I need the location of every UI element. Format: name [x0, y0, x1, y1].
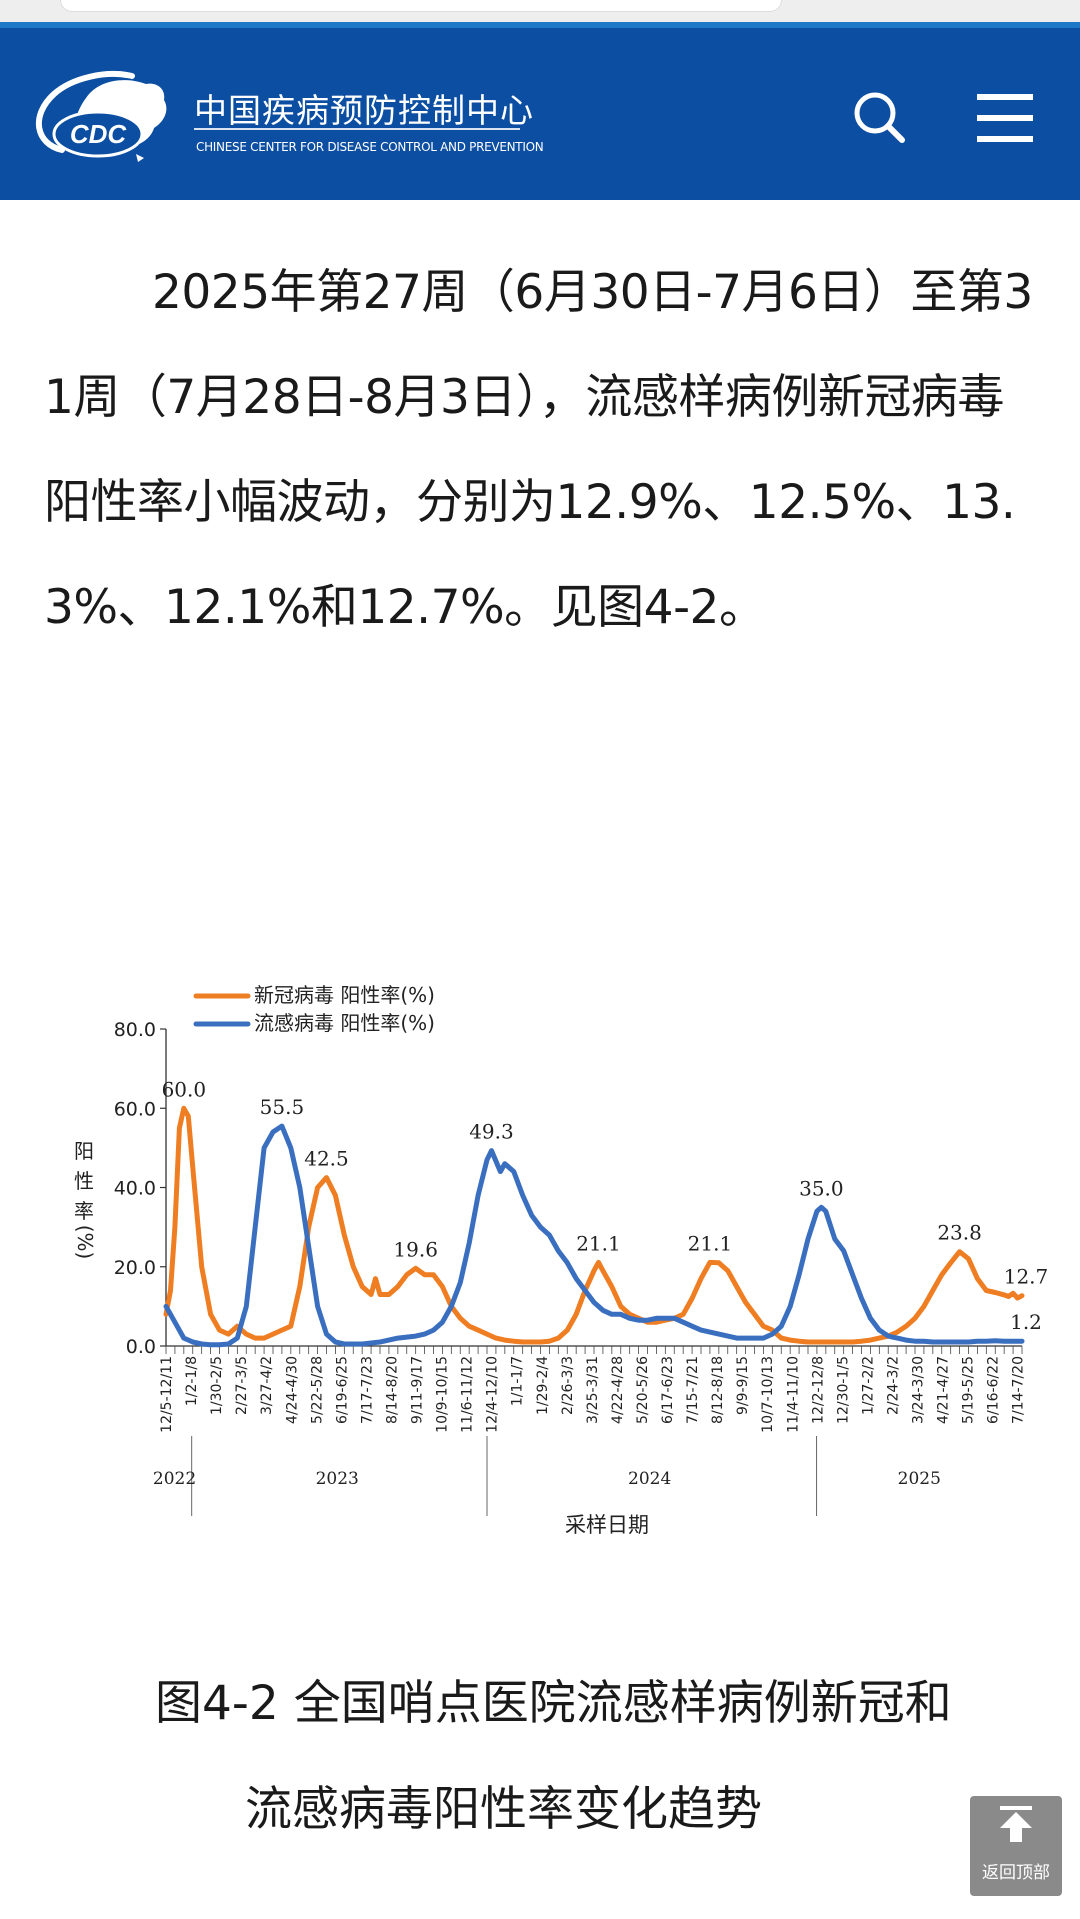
hamburger-menu-icon	[977, 94, 1033, 142]
cdc-logo[interactable]: CDC	[28, 58, 178, 170]
legend-label-flu: 流感病毒 阳性率(%)	[254, 1011, 435, 1035]
data-label: 60.0	[162, 1077, 207, 1101]
x-tick-label: 1/2-1/8	[184, 1356, 200, 1406]
x-tick-label: 5/20-5/26	[635, 1356, 651, 1424]
x-tick-label: 6/19-6/25	[334, 1356, 350, 1424]
site-name-en: CHINESE CENTER FOR DISEASE CONTROL AND P…	[196, 140, 544, 154]
y-tick-label: 40.0	[114, 1178, 156, 1200]
figure-caption-line-2: 流感病毒阳性率变化趋势	[245, 1782, 762, 1837]
x-tick-label: 7/17-7/23	[359, 1356, 375, 1424]
x-tick-label: 3/27-4/2	[259, 1356, 275, 1415]
x-tick-label: 12/4-12/10	[485, 1356, 501, 1433]
y-tick-label: 80.0	[114, 1019, 156, 1041]
x-tick-label: 2/26-3/3	[560, 1356, 576, 1415]
y-axis-label-char: 率	[74, 1199, 94, 1223]
x-tick-label: 2/27-3/5	[234, 1356, 250, 1415]
flu-series-line	[163, 1123, 1025, 1348]
y-tick-label: 60.0	[114, 1098, 156, 1120]
x-tick-label: 8/14-8/20	[384, 1356, 400, 1424]
arrow-up-icon	[1000, 1806, 1032, 1842]
x-tick-label: 4/21-4/27	[936, 1356, 952, 1424]
search-button[interactable]	[850, 88, 910, 148]
data-label: 19.6	[393, 1237, 438, 1261]
data-label: 12.7	[1004, 1265, 1049, 1289]
x-tick-label: 1/29-2/4	[535, 1356, 551, 1415]
header-accent-stripe	[0, 22, 1080, 28]
x-tick-label: 11/4-11/10	[785, 1356, 801, 1433]
data-label: 21.1	[576, 1231, 621, 1255]
positivity-rate-chart: 0.0 20.0 40.0 60.0 80.0 阳性率(%) 12/5-12/11 1/2-1…	[73, 983, 1049, 1537]
x-tick-label: 2/24-3/2	[885, 1356, 901, 1415]
year-label: 2023	[316, 1469, 359, 1489]
x-tick-label: 3/25-3/31	[585, 1356, 601, 1424]
data-label: 21.1	[688, 1231, 733, 1255]
data-label: 35.0	[799, 1176, 844, 1200]
x-tick-label: 1/1-1/7	[510, 1356, 526, 1406]
data-label: 55.5	[260, 1095, 305, 1119]
x-tick-label: 4/24-4/30	[284, 1356, 300, 1424]
data-label: 1.2	[1010, 1310, 1042, 1334]
y-axis-label-char: 阳	[74, 1139, 94, 1163]
x-tick-label: 1/27-2/2	[860, 1356, 876, 1415]
x-tick-label: 11/6-11/12	[460, 1356, 476, 1433]
x-tick-label: 9/11-9/17	[410, 1356, 426, 1424]
y-axis-label-char: (%)	[73, 1225, 97, 1260]
article-paragraph: 2025年第27周（6月30日-7月6日）至第31周（7月28日-8月3日），流…	[44, 265, 1033, 635]
x-tick-label: 7/14-7/20	[1011, 1356, 1027, 1424]
y-axis-label-char: 性	[74, 1169, 94, 1193]
figure-caption-line-1: 图4-2 全国哨点医院流感样病例新冠和	[155, 1676, 952, 1731]
x-tick-label: 1/30-2/5	[209, 1356, 225, 1415]
x-tick-label: 10/7-10/13	[760, 1356, 776, 1433]
year-label: 2025	[898, 1469, 941, 1489]
back-to-top-button[interactable]: 返回顶部	[970, 1796, 1062, 1896]
x-tick-label: 6/16-6/22	[986, 1356, 1002, 1424]
site-header: CDC 中国疾病预防控制中心 CHINESE CENTER FOR DISEAS…	[0, 28, 1080, 200]
x-tick-label: 12/30-1/5	[835, 1356, 851, 1424]
x-tick-label: 12/5-12/11	[159, 1356, 175, 1433]
url-field[interactable]	[60, 0, 782, 12]
x-tick-label: 5/19-5/25	[961, 1356, 977, 1424]
data-label: 49.3	[469, 1120, 514, 1144]
site-name-cn: 中国疾病预防控制中心	[194, 91, 534, 130]
legend-label-covid: 新冠病毒 阳性率(%)	[254, 983, 435, 1007]
x-tick-label: 12/2-12/8	[810, 1356, 826, 1424]
y-tick-label: 20.0	[114, 1257, 156, 1279]
x-axis-title: 采样日期	[565, 1513, 649, 1537]
data-label: 42.5	[304, 1147, 349, 1171]
menu-button[interactable]	[975, 88, 1037, 148]
x-tick-label: 4/22-4/28	[610, 1356, 626, 1424]
year-label: 2024	[628, 1469, 671, 1489]
browser-url-bar	[0, 0, 1080, 22]
year-label: 2022	[153, 1469, 196, 1489]
search-icon	[854, 92, 905, 143]
header-divider	[194, 128, 520, 130]
covid-series-line	[163, 1105, 1025, 1345]
x-tick-label: 5/22-5/28	[309, 1356, 325, 1424]
y-tick-label: 0.0	[126, 1336, 156, 1358]
x-tick-label: 3/24-3/30	[911, 1356, 927, 1424]
x-tick-label: 9/9-9/15	[735, 1356, 751, 1415]
data-label: 23.8	[937, 1221, 982, 1245]
back-to-top-label: 返回顶部	[982, 1863, 1050, 1883]
x-tick-label: 10/9-10/15	[435, 1356, 451, 1433]
x-tick-label: 8/12-8/18	[710, 1356, 726, 1424]
svg-text:CDC: CDC	[70, 119, 128, 149]
x-tick-label: 6/17-6/23	[660, 1356, 676, 1424]
x-tick-label: 7/15-7/21	[685, 1356, 701, 1424]
